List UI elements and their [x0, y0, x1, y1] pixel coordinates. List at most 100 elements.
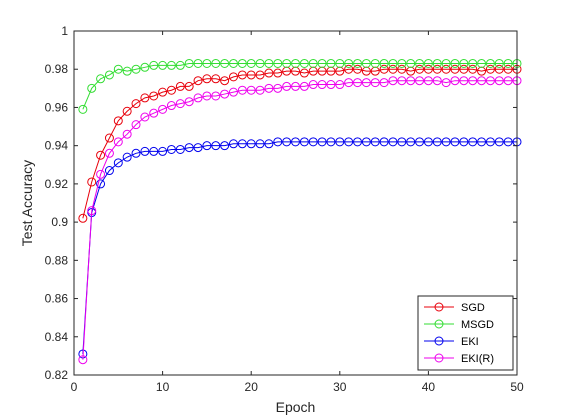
- data-point: [459, 64, 469, 74]
- data-point: [158, 146, 168, 156]
- data-point: [450, 76, 460, 86]
- data-point: [397, 58, 407, 68]
- data-point: [335, 58, 345, 68]
- data-point: [299, 137, 309, 147]
- data-point: [370, 78, 380, 88]
- data-point: [406, 137, 416, 147]
- data-point: [264, 83, 274, 93]
- data-point: [370, 137, 380, 147]
- x-tick-label: 30: [333, 380, 347, 394]
- data-point: [211, 141, 221, 151]
- data-point: [122, 66, 132, 76]
- data-point: [353, 64, 363, 74]
- data-point: [264, 58, 274, 68]
- data-point: [415, 58, 425, 68]
- data-point: [282, 137, 292, 147]
- data-point: [246, 70, 256, 80]
- data-point: [494, 76, 504, 86]
- data-point: [423, 137, 433, 147]
- data-point: [131, 64, 141, 74]
- data-point: [175, 144, 185, 154]
- data-point: [432, 137, 442, 147]
- data-point: [503, 137, 513, 147]
- data-point: [379, 64, 389, 74]
- data-point: [264, 68, 274, 78]
- data-point: [184, 58, 194, 68]
- data-point: [166, 85, 176, 95]
- data-point: [477, 76, 487, 86]
- data-point: [282, 81, 292, 91]
- data-point: [104, 166, 114, 176]
- data-point: [503, 64, 513, 74]
- data-point: [202, 74, 212, 84]
- data-point: [468, 76, 478, 86]
- data-point: [361, 58, 371, 68]
- data-point: [166, 144, 176, 154]
- data-point: [282, 58, 292, 68]
- data-point: [361, 78, 371, 88]
- data-point: [397, 64, 407, 74]
- data-point: [140, 146, 150, 156]
- data-point: [158, 104, 168, 114]
- data-point: [388, 137, 398, 147]
- data-point: [317, 80, 327, 90]
- y-tick-label: 0.82: [45, 368, 69, 382]
- data-point: [485, 58, 495, 68]
- y-tick-label: 0.92: [45, 177, 69, 191]
- data-point: [450, 64, 460, 74]
- data-point: [78, 104, 88, 114]
- data-point: [96, 169, 106, 179]
- data-point: [220, 141, 230, 151]
- data-point: [149, 146, 159, 156]
- data-point: [211, 91, 221, 101]
- data-point: [415, 76, 425, 86]
- legend-marker: [434, 353, 444, 363]
- data-point: [441, 78, 451, 88]
- data-point: [468, 64, 478, 74]
- data-point: [468, 137, 478, 147]
- data-point: [78, 213, 88, 223]
- data-point: [432, 76, 442, 86]
- data-point: [246, 85, 256, 95]
- data-point: [291, 81, 300, 91]
- data-point: [96, 74, 106, 84]
- y-axis-label: Test Accuracy: [19, 160, 35, 246]
- data-point: [450, 58, 460, 68]
- data-point: [494, 137, 504, 147]
- data-point: [317, 58, 327, 68]
- data-point: [202, 58, 212, 68]
- data-point: [370, 58, 380, 68]
- data-point: [406, 76, 416, 86]
- data-point: [211, 58, 221, 68]
- data-point: [175, 81, 185, 91]
- data-point: [104, 70, 114, 80]
- data-point: [122, 106, 132, 116]
- data-point: [326, 80, 336, 90]
- data-point: [273, 58, 283, 68]
- data-point: [158, 87, 168, 97]
- data-point: [344, 78, 354, 88]
- data-point: [131, 148, 141, 158]
- data-point: [441, 58, 451, 68]
- data-point: [344, 137, 354, 147]
- data-point: [494, 58, 504, 68]
- data-point: [459, 58, 469, 68]
- data-point: [308, 137, 318, 147]
- data-point: [131, 99, 141, 109]
- data-point: [264, 139, 274, 149]
- data-point: [379, 58, 389, 68]
- data-point: [468, 58, 478, 68]
- data-point: [228, 58, 238, 68]
- data-point: [335, 137, 345, 147]
- x-tick-label: 10: [156, 380, 170, 394]
- data-point: [459, 76, 469, 86]
- data-point: [299, 81, 309, 91]
- data-point: [220, 58, 230, 68]
- data-point: [255, 70, 265, 80]
- data-point: [397, 76, 407, 86]
- data-point: [184, 97, 194, 107]
- data-point: [228, 72, 238, 82]
- legend-marker: [434, 302, 444, 312]
- legend-marker: [434, 319, 444, 329]
